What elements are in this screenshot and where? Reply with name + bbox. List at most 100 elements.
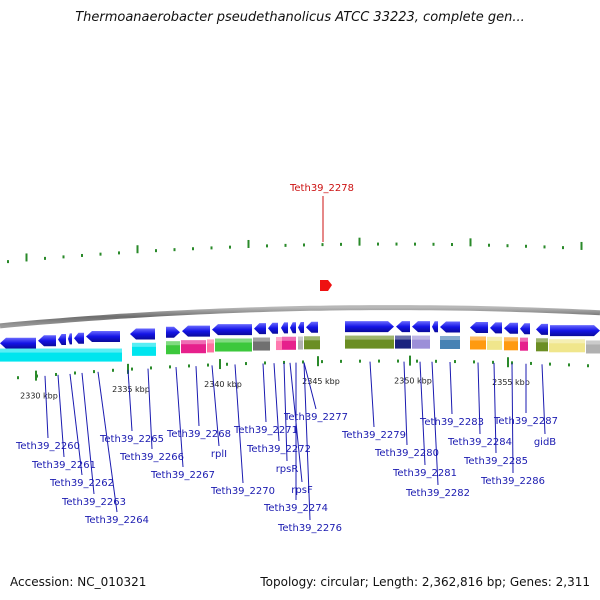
gene-label[interactable]: rpsR bbox=[276, 464, 299, 475]
gc-content-track bbox=[7, 237, 589, 380]
gene-label[interactable]: Teth39_2260 bbox=[15, 441, 80, 452]
annotation-band[interactable] bbox=[345, 335, 394, 349]
gene-arrow[interactable] bbox=[504, 322, 518, 334]
gene-arrow[interactable] bbox=[440, 321, 460, 333]
annotation-band[interactable] bbox=[132, 342, 156, 356]
gene-arrow[interactable] bbox=[536, 323, 548, 335]
annotation-band[interactable] bbox=[412, 335, 430, 349]
gene-label[interactable]: Teth39_2261 bbox=[31, 460, 96, 471]
annotation-band[interactable] bbox=[282, 336, 296, 350]
gene-arrow[interactable] bbox=[68, 333, 72, 345]
annotation-band-shine bbox=[549, 339, 585, 344]
annotation-band-shine bbox=[520, 337, 528, 342]
gene-leader-line bbox=[303, 362, 317, 410]
gene-label[interactable]: Teth39_2282 bbox=[405, 488, 470, 499]
annotation-band[interactable] bbox=[207, 339, 214, 353]
gene-arrow[interactable] bbox=[550, 325, 600, 337]
gene-label[interactable]: Teth39_2287 bbox=[493, 416, 558, 427]
annotation-band[interactable] bbox=[298, 336, 303, 350]
annotation-band[interactable] bbox=[586, 340, 600, 354]
gene-label[interactable]: Teth39_2268 bbox=[166, 429, 231, 440]
gene-arrow[interactable] bbox=[432, 321, 438, 333]
gene-leader-line bbox=[195, 366, 200, 427]
gene-arrow[interactable] bbox=[490, 322, 502, 334]
annotation-band-shine bbox=[504, 337, 518, 342]
gene-label[interactable]: Teth39_2264 bbox=[84, 515, 149, 526]
annotation-band[interactable] bbox=[215, 338, 252, 352]
gene-arrow[interactable] bbox=[281, 322, 288, 334]
gene-arrow[interactable] bbox=[74, 332, 84, 344]
gene-label[interactable]: Teth39_2267 bbox=[150, 470, 215, 481]
gene-arrow[interactable] bbox=[166, 326, 180, 338]
gene-arrow[interactable] bbox=[345, 321, 394, 333]
gene-arrow[interactable] bbox=[298, 322, 304, 334]
gene-arrow[interactable] bbox=[396, 321, 410, 333]
highlight-gene-label[interactable]: Teth39_2278 bbox=[289, 183, 354, 194]
highlight-gene[interactable]: Teth39_2278 bbox=[289, 183, 354, 291]
annotation-band[interactable] bbox=[276, 337, 282, 351]
annotation-band[interactable] bbox=[536, 338, 548, 352]
gene-label[interactable]: Teth39_2276 bbox=[277, 523, 342, 534]
gene-label[interactable]: Teth39_2263 bbox=[61, 497, 126, 508]
annotation-band-shine bbox=[276, 337, 282, 342]
annotation-band[interactable] bbox=[470, 336, 486, 350]
annotation-band[interactable] bbox=[181, 340, 206, 354]
annotation-band[interactable] bbox=[395, 335, 411, 349]
annotation-band-shine bbox=[298, 336, 303, 341]
gene-label[interactable]: Teth39_2279 bbox=[341, 430, 406, 441]
gene-arrow[interactable] bbox=[290, 322, 296, 334]
gene-label[interactable]: rplI bbox=[211, 449, 227, 460]
annotation-band[interactable] bbox=[166, 341, 180, 355]
gene-arrow[interactable] bbox=[86, 330, 120, 342]
annotation-band-shine bbox=[181, 340, 206, 345]
annotation-band[interactable] bbox=[304, 336, 320, 350]
gene-arrow[interactable] bbox=[254, 323, 266, 335]
annotation-band[interactable] bbox=[440, 335, 460, 349]
annotation-band-shine bbox=[215, 338, 252, 343]
annotation-band[interactable] bbox=[504, 337, 518, 351]
gene-label[interactable]: Teth39_2272 bbox=[246, 444, 311, 455]
gene-leader-line bbox=[403, 361, 408, 446]
annotation-band[interactable] bbox=[487, 336, 502, 350]
gene-label[interactable]: Teth39_2266 bbox=[119, 452, 184, 463]
gene-leader-line bbox=[283, 362, 288, 462]
gene-arrow[interactable] bbox=[58, 334, 66, 346]
annotation-band[interactable] bbox=[253, 337, 270, 351]
gene-arrow[interactable] bbox=[412, 321, 430, 333]
annotation-band[interactable] bbox=[549, 339, 585, 353]
gene-label[interactable]: Teth39_2286 bbox=[480, 476, 545, 487]
gene-arrow[interactable] bbox=[268, 322, 278, 334]
gene-label[interactable]: rpsF bbox=[291, 485, 313, 496]
gene-leader-line bbox=[262, 363, 267, 423]
gene-label[interactable]: Teth39_2285 bbox=[463, 456, 528, 467]
gene-leader-line bbox=[419, 361, 426, 466]
gene-label[interactable]: Teth39_2270 bbox=[210, 486, 275, 497]
gene-label[interactable]: Teth39_2281 bbox=[392, 468, 457, 479]
gene-label[interactable]: Teth39_2271 bbox=[233, 425, 298, 436]
gene-label[interactable]: Teth39_2280 bbox=[374, 448, 439, 459]
kbp-label: 2330 kbp bbox=[20, 392, 58, 401]
gene-label[interactable]: gidB bbox=[534, 437, 556, 448]
gene-arrow[interactable] bbox=[306, 321, 318, 333]
gene-arrow[interactable] bbox=[212, 324, 252, 336]
gene-leader-line bbox=[431, 361, 439, 486]
gene-label[interactable]: Teth39_2283 bbox=[419, 417, 484, 428]
gene-arrow[interactable] bbox=[38, 335, 56, 347]
highlight-gene-arrow[interactable] bbox=[320, 280, 332, 291]
gene-arrow[interactable] bbox=[520, 323, 530, 335]
gene-label[interactable]: Teth39_2274 bbox=[263, 503, 328, 514]
gene-label[interactable]: Teth39_2265 bbox=[99, 434, 164, 445]
gene-leader-line bbox=[449, 361, 453, 415]
annotation-band[interactable] bbox=[520, 337, 528, 351]
gene-arrow[interactable] bbox=[470, 322, 488, 334]
gene-leader-line bbox=[127, 369, 133, 432]
kbp-label: 2345 kbp bbox=[302, 377, 340, 386]
annotation-band[interactable] bbox=[0, 348, 122, 362]
gene-label[interactable]: Teth39_2277 bbox=[283, 412, 348, 423]
gene-arrow[interactable] bbox=[130, 328, 155, 340]
gene-leader-line bbox=[511, 363, 514, 474]
gene-arrow[interactable] bbox=[0, 337, 36, 349]
gene-label[interactable]: Teth39_2284 bbox=[447, 437, 512, 448]
gene-label[interactable]: Teth39_2262 bbox=[49, 478, 114, 489]
gene-arrow[interactable] bbox=[182, 325, 210, 337]
